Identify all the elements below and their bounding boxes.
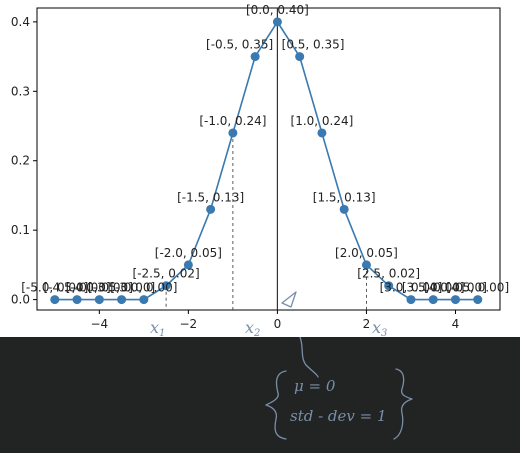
annotation-x2: x2	[245, 318, 260, 339]
data-label: [4.5, 0.00]	[446, 281, 509, 295]
data-label: [-1.5, 0.13]	[177, 190, 244, 204]
data-label: [-2.5, 0.02]	[133, 267, 200, 281]
data-point	[384, 281, 394, 291]
vertical-reference-lines	[165, 8, 367, 310]
data-point	[428, 295, 438, 305]
data-point	[94, 295, 104, 305]
data-point	[450, 295, 460, 305]
data-point	[72, 295, 82, 305]
data-point	[406, 295, 416, 305]
y-tick-label: 0.3	[11, 84, 30, 98]
x-tick-label: 2	[363, 317, 371, 331]
data-point	[339, 204, 349, 214]
y-axis-ticks: 0.0 0.1 0.2 0.3 0.4	[11, 15, 37, 307]
data-label: [3.0, 0.00]	[380, 281, 443, 295]
data-label: [-3.0, 0.00]	[110, 281, 177, 295]
std-dev-annotation: std - dev = 1	[290, 407, 387, 425]
handwritten-notes: μ = 0 std - dev = 1	[265, 336, 413, 440]
data-point	[161, 281, 171, 291]
y-tick-label: 0.2	[11, 154, 30, 168]
data-label: [0.0, 0.40]	[246, 3, 309, 17]
data-label: [1.5, 0.13]	[313, 190, 376, 204]
annotation-arrow-head	[281, 291, 297, 308]
data-labels: [-5.0, 0.00][-4.5, 0.00][-4.0, 0.00][-3.…	[21, 3, 509, 295]
data-point	[250, 52, 260, 62]
data-label: [-1.0, 0.24]	[199, 114, 266, 128]
x-tick-label: 4	[452, 317, 460, 331]
data-point	[272, 17, 282, 27]
x-tick-label: −2	[180, 317, 198, 331]
data-label: [0.5, 0.35]	[282, 38, 345, 52]
data-label: [4.0, 0.00]	[424, 281, 487, 295]
handwritten-x-marks: x1 x2 x3	[150, 291, 387, 339]
data-point	[206, 204, 216, 214]
data-point	[50, 295, 60, 305]
annotation-panel: μ = 0 std - dev = 1	[0, 336, 520, 453]
data-label: [-5.0, 0.00]	[21, 281, 88, 295]
left-brace	[265, 370, 287, 440]
y-tick-label: 0.4	[11, 15, 30, 29]
mu-annotation: μ = 0	[294, 377, 336, 395]
data-label: [2.0, 0.05]	[335, 246, 398, 260]
data-point	[139, 295, 149, 305]
data-label: [3.5, 0.00]	[402, 281, 465, 295]
data-label: [-2.0, 0.05]	[155, 246, 222, 260]
data-point	[295, 52, 305, 62]
data-point	[473, 295, 483, 305]
annotation-x1: x1	[150, 318, 165, 339]
annotation-x3: x3	[372, 318, 387, 339]
data-label: [-0.5, 0.35]	[206, 38, 273, 52]
y-tick-label: 0.1	[11, 223, 30, 237]
series-line	[54, 20, 478, 301]
x-tick-label: −4	[90, 317, 108, 331]
annotation-pointer-line	[299, 336, 319, 378]
data-label: [-4.0, 0.00]	[66, 281, 133, 295]
x-axis-ticks: −4 −2 0 2 4	[90, 310, 459, 331]
data-point	[361, 260, 371, 270]
data-point	[183, 260, 193, 270]
data-label: [2.5, 0.02]	[357, 267, 420, 281]
data-label: [1.0, 0.24]	[291, 114, 354, 128]
line-chart: 0.0 0.1 0.2 0.3 0.4 −4 −2 0 2 4 [-5.0, 0.00][-4.…	[11, 3, 509, 339]
data-point	[228, 128, 238, 138]
data-point	[317, 128, 327, 138]
data-label: [-4.5, 0.00]	[44, 281, 111, 295]
chart: 0.0 0.1 0.2 0.3 0.4 −4 −2 0 2 4 [-5.0, 0.00] [-4.…	[11, 3, 509, 339]
plot-frame	[36, 7, 501, 311]
x-tick-label: 0	[274, 317, 282, 331]
data-label: [-3.5, 0.00]	[88, 281, 155, 295]
data-point	[117, 295, 127, 305]
right-brace	[393, 368, 413, 440]
y-tick-label: 0.0	[11, 293, 30, 307]
data-points	[50, 17, 483, 305]
